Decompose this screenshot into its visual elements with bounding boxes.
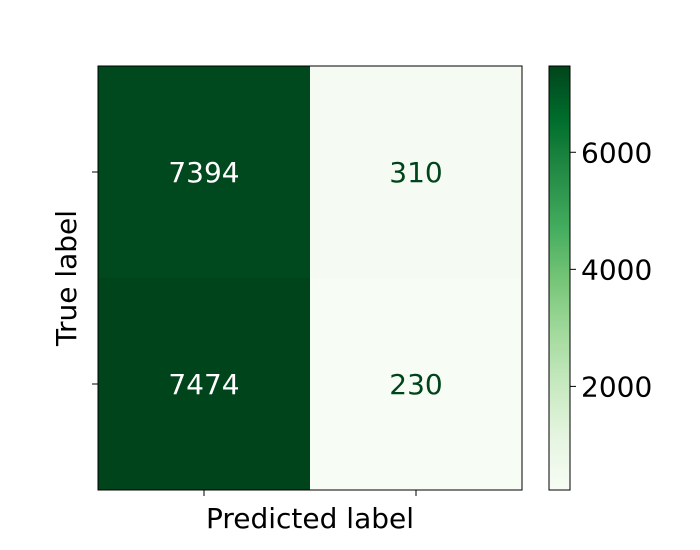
matrix-cells bbox=[98, 66, 522, 490]
colorbar bbox=[548, 65, 571, 491]
axis-ticks bbox=[92, 171, 417, 496]
x-axis-label: Predicted label bbox=[206, 502, 414, 535]
colorbar-tick-label-1: 4000 bbox=[581, 253, 652, 286]
cell-value-r0-c0: 7394 bbox=[168, 156, 239, 189]
cell-value-r0-c1: 310 bbox=[389, 156, 442, 189]
matrix-cell-r0-c1 bbox=[310, 66, 522, 278]
plot-frame bbox=[97, 65, 523, 491]
y-axis-label: True label bbox=[50, 210, 83, 347]
cell-value-r1-c0: 7474 bbox=[168, 368, 239, 401]
cell-value-r1-c1: 230 bbox=[389, 368, 442, 401]
matrix-cell-labels: 7394 310 7474 230 bbox=[168, 156, 442, 401]
matrix-cell-r1-c1 bbox=[310, 278, 522, 490]
matrix-cell-r1-c0 bbox=[98, 278, 310, 490]
matrix-cell-r0-c0 bbox=[98, 66, 310, 278]
colorbar-tick-label-2: 6000 bbox=[581, 136, 652, 169]
colorbar-ticks: 2000 4000 6000 bbox=[570, 136, 652, 403]
colorbar-tick-label-0: 2000 bbox=[581, 370, 652, 403]
